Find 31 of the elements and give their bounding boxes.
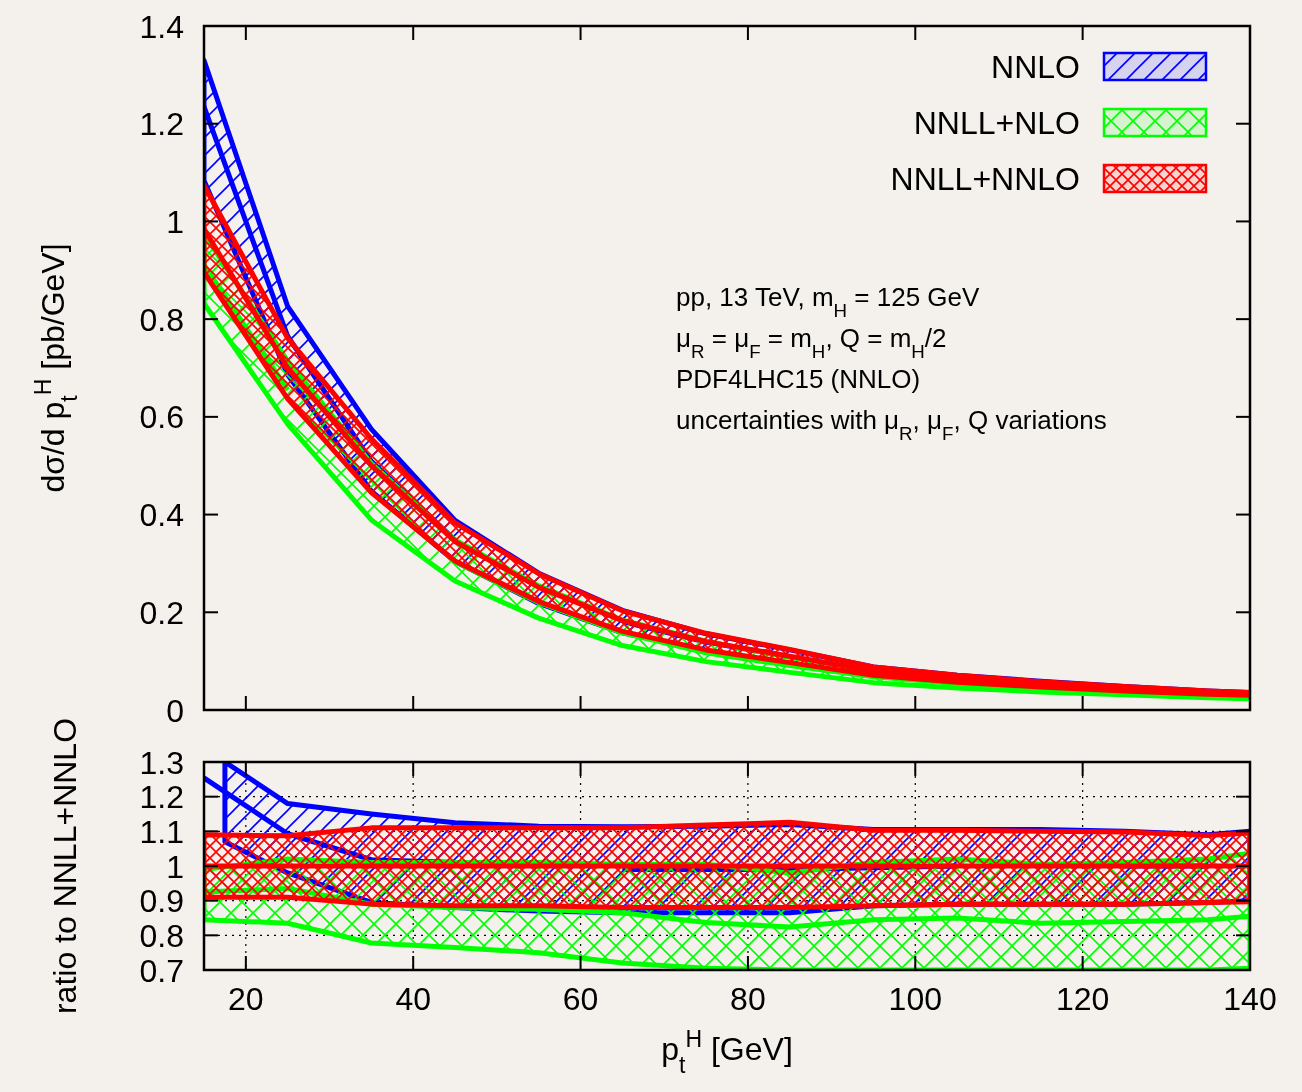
- y-tick-label: 1.3: [139, 744, 184, 781]
- x-tick-label: 20: [228, 981, 264, 1017]
- y-tick-label: 1: [166, 203, 184, 240]
- y-tick-label: 1: [166, 848, 184, 885]
- y-tick-label: 0.6: [139, 399, 184, 436]
- annotation: uncertainties with μ$_{R}$, μ$_{F}$, Q variations: [676, 405, 1107, 444]
- y-tick-label: 0.4: [139, 497, 184, 534]
- text: μ$_{R}$ = μ$_{F}$ = m$_{H}$, Q = m$_{H}$/2: [676, 323, 947, 362]
- y-tick-label: 1.1: [139, 813, 184, 850]
- x-tick-label: 100: [888, 981, 942, 1017]
- annotation: pp, 13 TeV, m$_{H}$ = 125 GeV: [676, 282, 980, 321]
- y-axis-title: ratio to NNLL+NNLO: [47, 717, 83, 1015]
- y-tick-label: 0: [166, 692, 184, 729]
- y-tick-label: 1.2: [139, 106, 184, 143]
- x-tick-label: 140: [1223, 981, 1277, 1017]
- legend-label: NNLL+NNLO: [890, 160, 1080, 197]
- x-axis-title: p$_{t}$$^{H}$ [GeV]: [661, 1026, 793, 1078]
- y-tick-label: 0.7: [139, 952, 184, 989]
- y-tick-label: 0.8: [139, 301, 184, 338]
- x-tick-label: 60: [562, 981, 599, 1017]
- y-tick-label: 1.2: [139, 779, 184, 816]
- y-tick-label: 0.9: [139, 883, 184, 920]
- y-tick-label: 1.4: [139, 8, 184, 45]
- legend-label: NNLL+NLO: [913, 104, 1080, 141]
- y-tick-label: 0.2: [139, 594, 184, 631]
- x-tick-label: 80: [730, 981, 766, 1017]
- x-tick-label: 120: [1055, 981, 1110, 1017]
- annotation: PDF4LHC15 (NNLO): [676, 364, 921, 394]
- legend-label: NNLO: [991, 48, 1080, 85]
- y-tick-label: 0.8: [139, 917, 184, 954]
- x-tick-label: 40: [395, 981, 431, 1017]
